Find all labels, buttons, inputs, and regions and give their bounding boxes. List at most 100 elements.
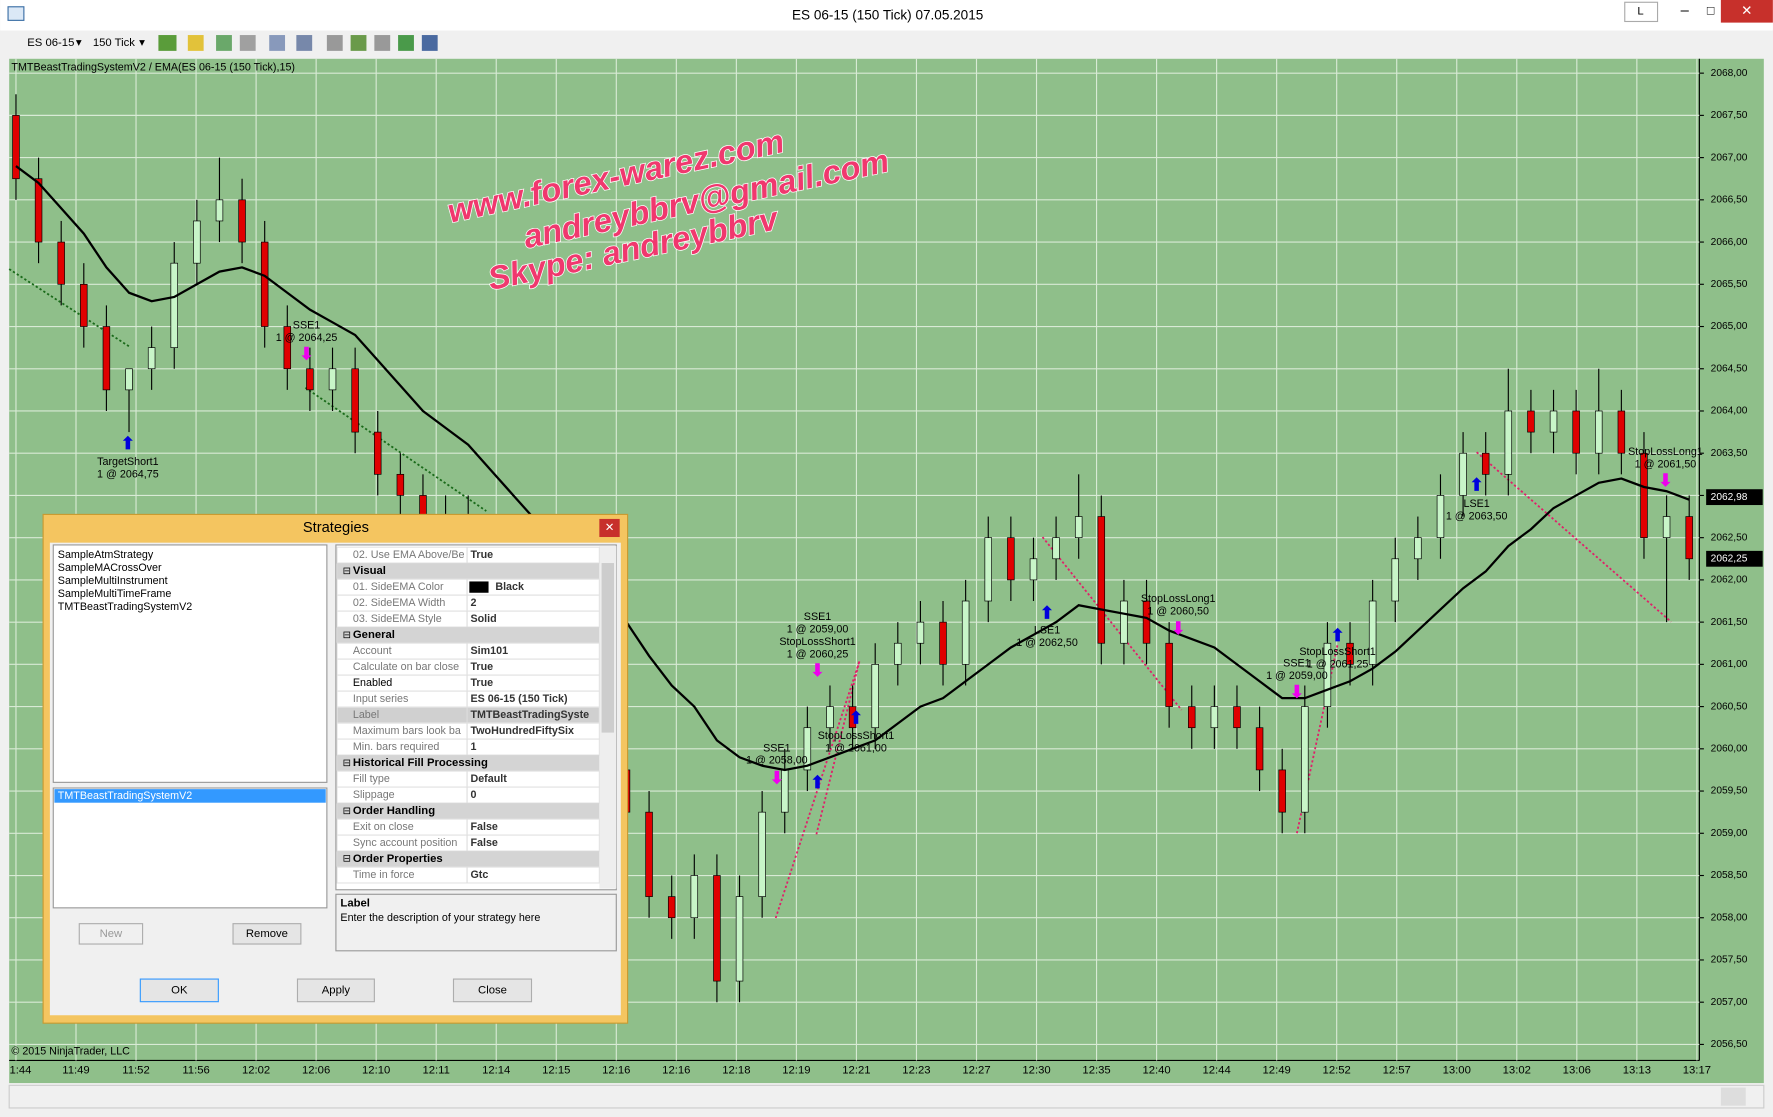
period-selector[interactable]: 150 Tick <box>93 37 135 49</box>
strategy-item[interactable]: SampleMACrossOver <box>58 562 162 574</box>
button[interactable] <box>296 978 375 1003</box>
x-tick-label: 12:49 <box>1263 1065 1291 1077</box>
scrollbar[interactable] <box>8 1084 1765 1109</box>
dropdown-arrow[interactable]: ▾ <box>76 37 82 49</box>
collapse-toggle[interactable]: ⊟ <box>343 758 352 769</box>
property-name[interactable]: Slippage <box>353 789 395 801</box>
property-value[interactable]: ES 06-15 (150 Tick) <box>470 693 567 705</box>
property-row[interactable] <box>336 546 600 564</box>
tool-icon[interactable] <box>350 35 367 51</box>
maximize[interactable]: □ <box>1707 4 1715 18</box>
property-value[interactable]: 0 <box>470 789 476 801</box>
close-window[interactable] <box>1720 0 1773 23</box>
dialog-close-x[interactable]: ✕ <box>605 522 614 534</box>
property-value[interactable]: True <box>470 549 493 561</box>
property-name[interactable]: 02. SideEMA Width <box>353 597 446 609</box>
property-name[interactable]: 03. SideEMA Style <box>353 613 442 625</box>
candle-body <box>306 368 314 391</box>
property-value[interactable]: False <box>470 821 497 833</box>
trade-annotation: StopLossShort1 <box>818 730 894 742</box>
scroll-thumb[interactable] <box>1720 1087 1746 1106</box>
property-value[interactable]: Gtc <box>470 869 488 881</box>
property-name[interactable]: Calculate on bar close <box>353 661 459 673</box>
property-value[interactable]: False <box>470 837 497 849</box>
collapse-toggle[interactable]: ⊟ <box>343 566 352 577</box>
button[interactable] <box>232 923 302 945</box>
trade-annotation: SSE1 <box>1283 657 1310 669</box>
property-value[interactable]: Black <box>495 581 524 593</box>
strategy-item[interactable]: TMTBeastTradingSystemV2 <box>58 601 192 613</box>
active-item-bg[interactable] <box>54 789 326 803</box>
y-tick-label: 2062,00 <box>1711 575 1748 586</box>
property-name[interactable]: Sync account position <box>353 837 457 849</box>
button-label[interactable]: OK <box>171 984 188 996</box>
tool-icon[interactable] <box>374 35 391 51</box>
candle-body <box>1549 410 1558 433</box>
tool-icon[interactable] <box>296 35 313 51</box>
trade-annotation: 1 @ 2064,75 <box>97 469 159 481</box>
candle-body <box>1142 600 1151 644</box>
property-name[interactable]: Exit on close <box>353 821 414 833</box>
property-value[interactable]: True <box>470 677 493 689</box>
price-marker <box>1706 489 1763 506</box>
strategy-item[interactable]: SampleMultiInstrument <box>58 575 168 587</box>
property-name[interactable]: Maximum bars look ba <box>353 725 461 737</box>
tool-icon[interactable] <box>326 35 343 51</box>
l-button-label[interactable]: L <box>1637 5 1643 17</box>
property-name[interactable]: Label <box>353 709 379 721</box>
tool-icon[interactable] <box>216 35 232 51</box>
collapse-toggle[interactable]: ⊟ <box>343 806 352 817</box>
minimize[interactable]: – <box>1681 3 1690 19</box>
dropdown-arrow[interactable]: ▾ <box>139 37 145 49</box>
candle-body <box>1459 452 1467 496</box>
button-label[interactable]: Remove <box>246 928 288 940</box>
property-row[interactable] <box>336 834 600 852</box>
property-name[interactable]: Input series <box>353 693 409 705</box>
property-value[interactable]: Default <box>470 773 507 785</box>
collapse-toggle[interactable]: ⊟ <box>343 630 352 641</box>
property-row[interactable] <box>336 786 600 804</box>
tool-icon[interactable] <box>187 35 204 51</box>
chart-label: TMTBeastTradingSystemV2 / EMA(ES 06-15 (… <box>11 62 295 74</box>
button[interactable] <box>78 923 144 945</box>
property-value[interactable]: 2 <box>470 597 476 609</box>
instrument-selector[interactable]: ES 06-15 <box>27 37 74 49</box>
property-value[interactable]: True <box>470 661 493 673</box>
tool-icon[interactable] <box>269 35 286 51</box>
property-name[interactable]: 01. SideEMA Color <box>353 581 444 593</box>
property-name[interactable]: Account <box>353 645 392 657</box>
button[interactable] <box>452 978 533 1003</box>
tool-icon[interactable] <box>158 35 177 51</box>
property-value[interactable]: 1 <box>470 741 476 753</box>
button[interactable] <box>139 978 219 1003</box>
tool-icon[interactable] <box>398 35 414 51</box>
strategy-item[interactable]: SampleAtmStrategy <box>58 549 154 561</box>
property-name[interactable]: Enabled <box>353 677 392 689</box>
y-tick-label: 2058,00 <box>1711 912 1748 923</box>
property-value[interactable]: TwoHundredFiftySix <box>470 725 574 737</box>
trade-annotation: StopLossShort1 <box>1299 646 1375 658</box>
close-window-x[interactable]: ✕ <box>1741 3 1752 18</box>
property-row[interactable] <box>336 738 600 756</box>
property-row[interactable] <box>336 866 600 884</box>
property-name[interactable]: 02. Use EMA Above/Be <box>353 549 465 561</box>
button-label[interactable]: New <box>100 928 123 940</box>
strategy-item[interactable]: SampleMultiTimeFrame <box>58 588 172 600</box>
property-value[interactable]: Solid <box>470 613 496 625</box>
button-label[interactable]: Close <box>478 984 507 996</box>
button-label[interactable]: Apply <box>322 984 351 996</box>
l-button[interactable] <box>1624 1 1659 23</box>
tool-icon[interactable] <box>421 35 438 51</box>
candle-body <box>961 600 970 665</box>
property-name[interactable]: Time in force <box>353 869 415 881</box>
dialog-close[interactable] <box>599 518 620 538</box>
property-row[interactable] <box>336 610 600 628</box>
tool-icon[interactable] <box>239 35 256 51</box>
active-item[interactable]: TMTBeastTradingSystemV2 <box>58 790 192 802</box>
scroll-thumb[interactable] <box>601 563 615 733</box>
collapse-toggle[interactable]: ⊟ <box>343 854 352 865</box>
property-name[interactable]: Fill type <box>353 773 390 785</box>
property-name[interactable]: Min. bars required <box>353 741 440 753</box>
property-value[interactable]: TMTBeastTradingSyste <box>470 709 589 721</box>
property-value[interactable]: Sim101 <box>470 645 508 657</box>
